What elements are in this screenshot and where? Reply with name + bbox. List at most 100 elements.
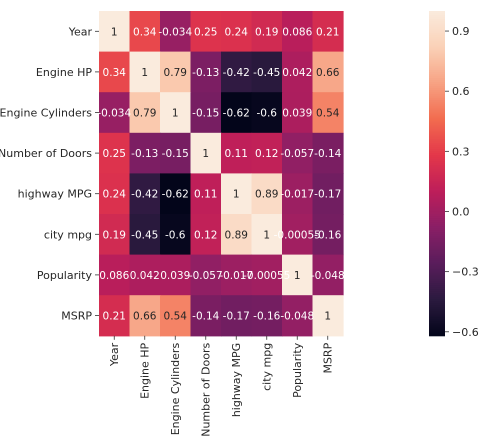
cell-annotation: -0.048 bbox=[311, 270, 345, 282]
heatmap-cell bbox=[251, 254, 283, 296]
heatmap-cell bbox=[99, 254, 131, 296]
colorbar-gradient-strip bbox=[429, 147, 445, 150]
cell-annotation: -0.13 bbox=[131, 148, 158, 160]
cell-annotation: -0.00055 bbox=[243, 270, 290, 282]
colorbar-gradient-strip bbox=[429, 144, 445, 148]
cell-annotation: -0.034 bbox=[97, 108, 131, 120]
cell-annotation: 0.039 bbox=[282, 108, 312, 120]
heatmap-cell bbox=[160, 132, 192, 174]
colorbar-gradient-strip bbox=[429, 179, 445, 183]
colorbar-gradient-strip bbox=[429, 295, 445, 298]
colorbar-gradient-strip bbox=[429, 232, 445, 235]
colorbar-gradient-strip bbox=[429, 256, 445, 260]
heatmap-cells bbox=[99, 11, 344, 337]
cell-annotation: -0.16 bbox=[253, 311, 280, 323]
heatmap-cell bbox=[221, 214, 253, 256]
colorbar-gradient-strip bbox=[429, 39, 445, 42]
heatmap-cell bbox=[190, 92, 222, 134]
heatmap-cell bbox=[312, 92, 344, 134]
colorbar-gradient-strip bbox=[429, 21, 445, 24]
cell-annotation: 0.086 bbox=[282, 26, 312, 38]
x-tick-label: Number of Doors bbox=[200, 343, 213, 436]
colorbar-gradient-strip bbox=[429, 214, 445, 217]
colorbar-gradient-strip bbox=[429, 19, 445, 22]
colorbar-gradient-strip bbox=[429, 197, 445, 201]
colorbar-gradient-strip bbox=[429, 47, 445, 51]
heatmap-cell bbox=[160, 173, 192, 215]
colorbar-gradient-strip bbox=[429, 289, 445, 292]
cell-annotation: 1 bbox=[141, 67, 148, 79]
heatmap-cell bbox=[99, 173, 131, 215]
colorbar-gradient-strip bbox=[429, 126, 445, 130]
heatmap-cell bbox=[312, 132, 344, 174]
colorbar-gradient-strip bbox=[429, 98, 445, 101]
colorbar-gradient-strip bbox=[429, 122, 445, 126]
colorbar-gradient-strip bbox=[429, 319, 445, 323]
colorbar-gradient-strip bbox=[429, 321, 445, 325]
colorbar-gradient-strip bbox=[429, 153, 445, 156]
colorbar-gradient-strip bbox=[429, 27, 445, 30]
colorbar-gradient-strip bbox=[429, 104, 445, 107]
colorbar-gradient-strip bbox=[429, 258, 445, 262]
heatmap-cell bbox=[221, 51, 253, 93]
colorbar-gradient-strip bbox=[429, 11, 445, 14]
cell-annotation: 0.66 bbox=[133, 311, 157, 323]
y-tick-label: city mpg bbox=[44, 228, 92, 241]
colorbar-gradient-strip bbox=[429, 108, 445, 111]
colorbar-gradient-strip bbox=[429, 218, 445, 221]
heatmap-cell bbox=[160, 295, 192, 337]
y-tick-label: MSRP bbox=[61, 310, 92, 323]
cell-annotation: 0.89 bbox=[225, 229, 248, 241]
colorbar-gradient-strip bbox=[429, 299, 445, 302]
heatmap-cell bbox=[190, 173, 222, 215]
colorbar-gradient-strip bbox=[429, 17, 445, 20]
colorbar-gradient-strip bbox=[429, 25, 445, 28]
colorbar-gradient-strip bbox=[429, 155, 445, 158]
colorbar-gradient-strip bbox=[429, 90, 445, 93]
colorbar-gradient-strip bbox=[429, 333, 445, 337]
colorbar-tick-label: 0.9 bbox=[452, 25, 470, 38]
colorbar-gradient-strip bbox=[429, 276, 445, 280]
colorbar-gradient-strip bbox=[429, 61, 445, 65]
cell-annotation: -0.6 bbox=[257, 108, 278, 120]
colorbar-gradient-strip bbox=[429, 53, 445, 57]
colorbar-gradient-strip bbox=[429, 106, 445, 109]
heatmap-cell bbox=[221, 92, 253, 134]
colorbar-gradient-strip bbox=[429, 65, 445, 69]
heatmap-cell bbox=[129, 51, 161, 93]
cell-annotation: 1 bbox=[263, 229, 270, 241]
cell-annotation: -0.45 bbox=[131, 229, 158, 241]
heatmap-cell bbox=[282, 51, 314, 93]
cell-annotation: 0.34 bbox=[133, 26, 157, 38]
colorbar-gradient-strip bbox=[429, 317, 445, 321]
colorbar-gradient-strip bbox=[429, 278, 445, 282]
colorbar-gradient-strip bbox=[429, 230, 445, 233]
heatmap-cell bbox=[99, 295, 131, 337]
heatmap-cell bbox=[282, 254, 314, 296]
colorbar-gradient-strip bbox=[429, 236, 445, 239]
colorbar-gradient-strip bbox=[429, 285, 445, 288]
colorbar-gradient-strip bbox=[429, 124, 445, 128]
cell-annotation: 1 bbox=[111, 26, 118, 38]
colorbar-gradient-strip bbox=[429, 238, 445, 241]
colorbar-tick-label: −0.6 bbox=[452, 326, 479, 339]
colorbar-gradient-strip bbox=[429, 140, 445, 144]
heatmap-cell bbox=[251, 51, 283, 93]
cell-annotation: 0.19 bbox=[103, 229, 126, 241]
colorbar-gradient-strip bbox=[429, 163, 445, 166]
colorbar-gradient-strip bbox=[429, 94, 445, 97]
colorbar-gradient-strip bbox=[429, 234, 445, 237]
colorbar-gradient-strip bbox=[429, 49, 445, 53]
colorbar-gradient-strip bbox=[429, 165, 445, 168]
cell-annotation: -0.42 bbox=[223, 67, 250, 79]
cell-annotation: 0.89 bbox=[255, 189, 278, 201]
cell-annotation: -0.13 bbox=[192, 67, 219, 79]
colorbar-gradient-strip bbox=[429, 35, 445, 38]
colorbar-gradient-strip bbox=[429, 315, 445, 319]
colorbar-gradient-strip bbox=[429, 118, 445, 122]
colorbar-gradient-strip bbox=[429, 325, 445, 329]
colorbar-gradient-strip bbox=[429, 293, 445, 296]
colorbar-gradient-strip bbox=[429, 327, 445, 331]
cell-annotation: -0.017 bbox=[219, 270, 253, 282]
colorbar-gradient-strip bbox=[429, 240, 445, 243]
